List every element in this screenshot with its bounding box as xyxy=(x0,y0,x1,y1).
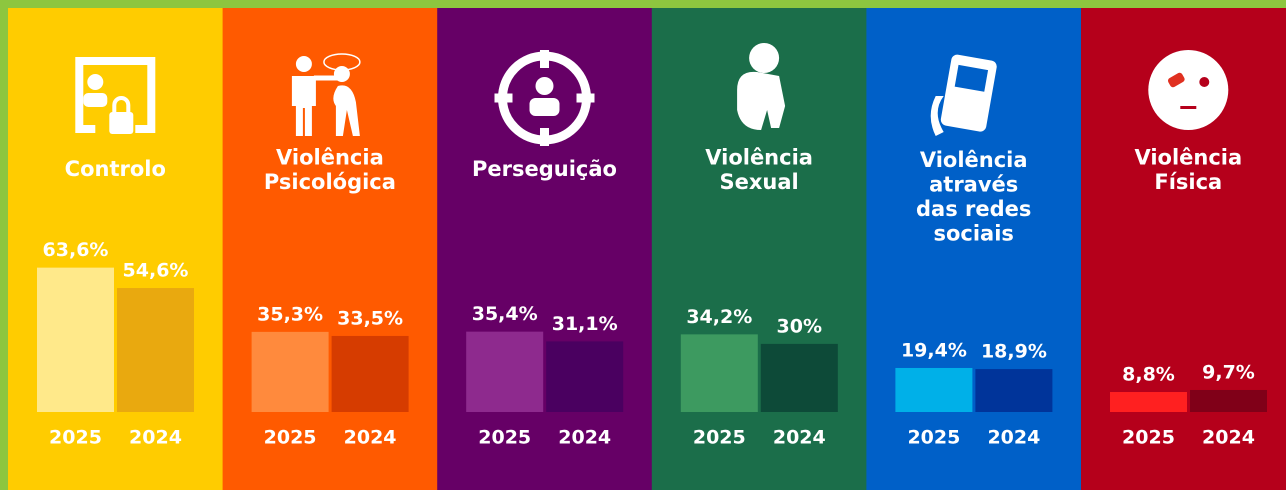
panel-title: das redes xyxy=(916,197,1031,221)
category-label: 2025 xyxy=(1122,427,1175,449)
icon xyxy=(109,112,134,134)
icon xyxy=(1199,77,1210,87)
bar xyxy=(1190,389,1267,412)
icon xyxy=(87,74,104,90)
value-label: 63,6% xyxy=(43,239,109,261)
bar xyxy=(466,331,544,412)
bar xyxy=(895,367,973,412)
category-label: 2024 xyxy=(1202,427,1255,449)
bar xyxy=(1110,392,1187,412)
value-label: 19,4% xyxy=(901,339,967,361)
category-label: 2025 xyxy=(478,427,531,449)
panel-title: Perseguição xyxy=(472,157,617,181)
category-label: 2024 xyxy=(344,427,397,449)
value-label: 9,7% xyxy=(1202,361,1255,383)
panel-title: Controlo xyxy=(65,157,166,181)
category-label: 2025 xyxy=(907,427,960,449)
value-label: 34,2% xyxy=(686,306,752,328)
icon xyxy=(333,66,350,82)
panel-title: Violência xyxy=(705,146,813,170)
panel xyxy=(8,8,224,490)
category-label: 2024 xyxy=(987,427,1040,449)
icon xyxy=(75,57,156,133)
icon xyxy=(930,96,944,136)
bar xyxy=(251,331,329,412)
icon xyxy=(323,53,361,71)
panel-title: sociais xyxy=(933,222,1013,246)
icon xyxy=(535,77,554,95)
value-label: 35,4% xyxy=(472,303,538,325)
value-label: 35,3% xyxy=(257,303,323,325)
panel-title: Sexual xyxy=(719,170,798,194)
icon xyxy=(83,93,108,107)
panel-title: através xyxy=(929,173,1018,197)
icon xyxy=(1180,106,1197,109)
icon xyxy=(1167,72,1185,88)
category-label: 2024 xyxy=(773,427,826,449)
icon xyxy=(529,98,560,116)
panel-title: Violência xyxy=(276,146,384,170)
panel-title: Violência xyxy=(1134,146,1242,170)
category-label: 2025 xyxy=(49,427,102,449)
value-label: 33,5% xyxy=(337,307,403,329)
bar xyxy=(546,341,624,412)
panel-title: Violência xyxy=(920,148,1028,172)
icon xyxy=(954,64,989,92)
bar xyxy=(975,369,1053,412)
bar xyxy=(331,335,409,412)
category-label: 2025 xyxy=(264,427,317,449)
bar xyxy=(760,343,838,412)
icon xyxy=(333,85,360,136)
icon xyxy=(291,76,316,136)
value-label: 30% xyxy=(777,315,822,337)
bar xyxy=(37,267,114,412)
value-label: 8,8% xyxy=(1122,364,1175,386)
icon xyxy=(112,96,131,112)
icon xyxy=(295,56,312,72)
icon xyxy=(1148,50,1229,130)
bar xyxy=(680,334,758,412)
bar xyxy=(117,288,194,412)
value-label: 54,6% xyxy=(123,260,189,282)
panel-title: Física xyxy=(1154,170,1222,194)
panel-title: Psicológica xyxy=(264,170,396,194)
category-label: 2024 xyxy=(558,427,611,449)
icon xyxy=(737,71,786,130)
value-label: 18,9% xyxy=(981,341,1047,363)
value-label: 31,1% xyxy=(552,313,618,335)
icon xyxy=(749,43,780,73)
category-label: 2025 xyxy=(693,427,746,449)
category-label: 2024 xyxy=(129,427,182,449)
icon xyxy=(494,50,595,146)
